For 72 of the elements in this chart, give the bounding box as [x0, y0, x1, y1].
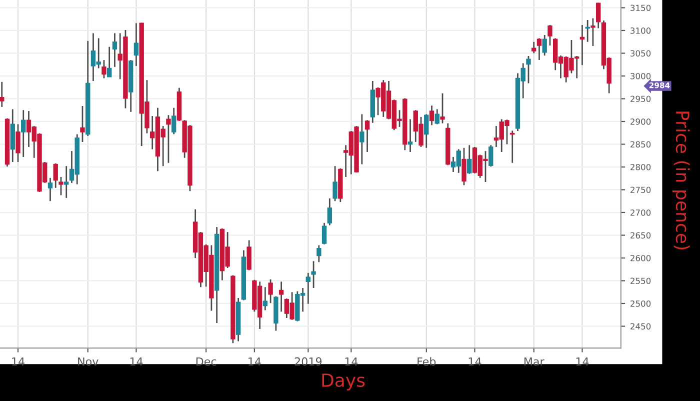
- candlestick: [596, 2, 601, 29]
- x-tick-label: Dec: [196, 357, 216, 366]
- y-tick-label: 2600: [630, 254, 651, 262]
- candlestick: [306, 272, 311, 305]
- candlestick: [278, 280, 284, 312]
- candlestick: [462, 147, 466, 186]
- candlestick: [360, 114, 364, 165]
- candlestick: [590, 18, 596, 47]
- candlestick: [580, 24, 585, 66]
- candlestick: [16, 124, 20, 163]
- candlestick: [434, 108, 440, 125]
- x-tick-label: 14: [248, 357, 261, 366]
- y-tick-label: 2450: [630, 323, 651, 330]
- candlestick: [64, 165, 69, 199]
- candlestick: [246, 240, 252, 271]
- candlestick: [316, 244, 322, 263]
- y-tick-label: 2850: [630, 141, 651, 148]
- candlestick: [429, 104, 434, 126]
- candlestick: [536, 38, 542, 61]
- candlestick: [53, 162, 58, 189]
- candlestick: [364, 119, 370, 153]
- y-tick-label: 2800: [630, 164, 651, 170]
- x-tick-label: Feb: [418, 357, 436, 366]
- candlestick: [542, 34, 547, 56]
- candlestick: [311, 260, 316, 289]
- y-tick-label: 3050: [630, 50, 651, 57]
- y-tick-label: 2650: [630, 232, 651, 239]
- candlestick: [548, 24, 552, 46]
- candlestick: [268, 278, 273, 304]
- candlestick: [488, 144, 494, 168]
- x-tick-label: 14: [345, 357, 358, 366]
- y-tick-label: 2750: [630, 186, 651, 194]
- candlestick: [21, 109, 26, 158]
- x-tick-label: 2019: [294, 357, 322, 366]
- x-tick-label: Mar: [524, 357, 544, 366]
- candlestick: [408, 118, 413, 153]
- y-tick-label: 2950: [630, 96, 651, 102]
- candlestick: [58, 176, 64, 196]
- candlestick: [134, 22, 139, 67]
- candlestick: [262, 286, 268, 311]
- candlestick: [80, 105, 85, 143]
- x-tick-label: 14: [130, 357, 143, 366]
- candlestick: [585, 19, 590, 43]
- candlestick: [510, 130, 515, 164]
- y-tick-label: 2700: [630, 209, 651, 216]
- candlestick: [440, 92, 445, 124]
- candlestick: [48, 177, 53, 202]
- candlestick: [526, 55, 531, 84]
- candlestick: [106, 46, 112, 78]
- y-tick-label: 3000: [630, 72, 651, 80]
- y-axis-title: Price (in pence): [672, 112, 690, 250]
- candlestick: [171, 107, 176, 135]
- candlestick: [102, 59, 106, 79]
- y-tick-label: 2500: [630, 300, 651, 307]
- candlestick: [332, 165, 338, 202]
- x-tick-label: 14: [12, 357, 24, 366]
- candlestick: [424, 114, 429, 149]
- candlestick: [166, 114, 171, 164]
- y-tick-label: 3100: [630, 27, 651, 34]
- y-tick-label: 3150: [630, 4, 651, 12]
- candlestick: [322, 222, 327, 246]
- candlestick: [112, 32, 118, 68]
- x-axis-title: Days: [322, 374, 365, 390]
- y-tick-label: 2550: [630, 278, 651, 284]
- candlestick: [467, 144, 472, 174]
- y-tick-label: 2900: [630, 118, 651, 125]
- x-tick-label: 14: [576, 357, 589, 366]
- candlestick: [0, 81, 4, 108]
- x-tick-label: Nov: [78, 357, 98, 366]
- x-tick-label: 14: [468, 357, 482, 366]
- candlestick: [327, 198, 332, 226]
- candlestick: [531, 41, 536, 54]
